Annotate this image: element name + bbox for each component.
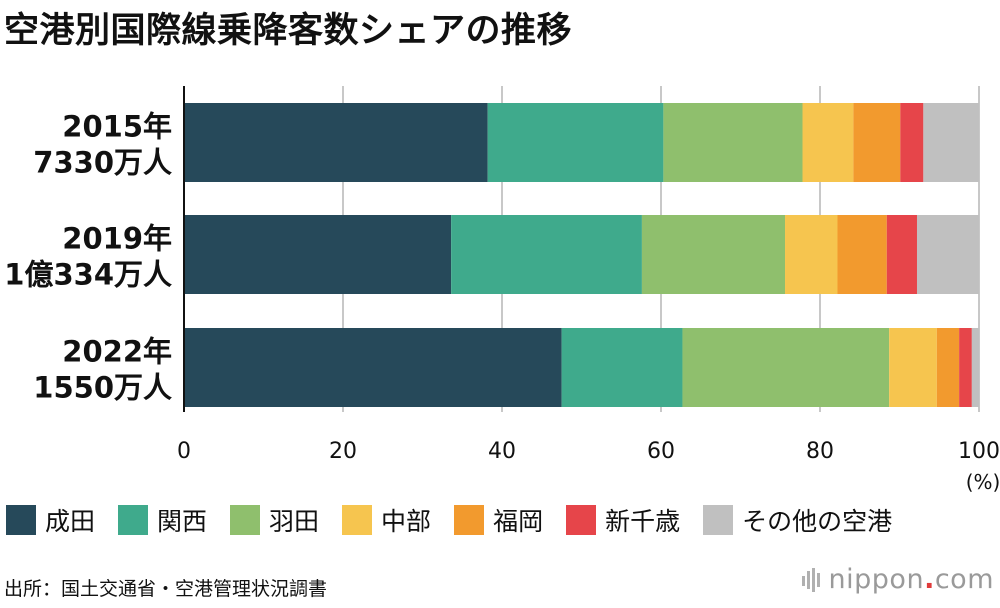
bar-2019年-中部	[785, 215, 838, 294]
bar-2022年-羽田	[682, 328, 890, 407]
bar-2015年-関西	[487, 103, 664, 182]
legend-item-関西: 関西	[118, 502, 207, 538]
bar-2015年-成田	[184, 103, 488, 182]
stacked-bar-chart: 0 20 40 60 80 100(%) 2015年7330万人2019年1億334万人2…	[4, 86, 1000, 494]
source-note: 出所：国土交通省・空港管理状況調書	[4, 578, 328, 600]
x-axis: 0 20 40 60 80 100 (%)	[177, 86, 1000, 494]
category-total-label: 7330万人	[33, 146, 172, 180]
bar-series	[184, 103, 979, 407]
legend-label: 羽田	[269, 507, 320, 536]
legend: 成田 関西 羽田 中部 福岡 新千歳 その他の空港	[6, 502, 1000, 538]
legend-label: 新千歳	[605, 507, 681, 536]
legend-swatch	[342, 505, 373, 535]
legend-swatch	[6, 505, 36, 535]
legend-swatch	[454, 505, 485, 535]
bar-2019年-成田	[184, 215, 452, 294]
legend-item-羽田: 羽田	[230, 502, 319, 538]
bar-2022年-福岡	[936, 328, 960, 407]
bar-2022年-成田	[184, 328, 562, 407]
legend-swatch	[566, 505, 597, 535]
bar-2015年-羽田	[663, 103, 803, 182]
category-year-label: 2019年	[62, 222, 172, 256]
bar-2015年-中部	[802, 103, 854, 182]
legend-label: 成田	[45, 507, 96, 536]
bar-2015年-新千歳	[900, 103, 924, 182]
legend-item-中部: 中部	[342, 502, 431, 538]
x-tick-label-80: 80	[806, 439, 834, 464]
bar-2019年-福岡	[837, 215, 887, 294]
x-tick-label-20: 20	[329, 439, 357, 464]
bar-2022年-その他の空港	[971, 328, 979, 407]
bar-2015年-福岡	[853, 103, 901, 182]
logo-mark-icon	[801, 567, 820, 592]
legend-swatch	[703, 505, 734, 535]
bar-2019年-その他の空港	[916, 215, 979, 294]
legend-label: 関西	[157, 507, 208, 536]
bar-2019年-新千歳	[886, 215, 917, 294]
x-unit-label: (%)	[966, 470, 1000, 494]
x-tick-label-0: 0	[177, 439, 191, 464]
legend-item-福岡: 福岡	[454, 502, 543, 538]
legend-label: その他の空港	[742, 507, 893, 536]
legend-item-成田: 成田	[6, 502, 95, 538]
legend-label: 中部	[381, 507, 432, 536]
x-tick-label-100: 100	[958, 439, 1000, 464]
category-year-label: 2022年	[62, 335, 172, 369]
category-total-label: 1億334万人	[4, 258, 172, 292]
bar-2019年-関西	[451, 215, 642, 294]
nippon-logo: nippon.com	[801, 564, 994, 595]
legend-label: 福岡	[493, 507, 544, 536]
logo-suffix: com	[934, 564, 994, 595]
category-year-label: 2015年	[62, 110, 172, 144]
legend-swatch	[230, 505, 261, 535]
bar-2015年-その他の空港	[923, 103, 979, 182]
legend-item-新千歳: 新千歳	[566, 502, 680, 538]
bar-2022年-新千歳	[959, 328, 972, 407]
legend-item-その他の空港: その他の空港	[703, 502, 892, 538]
logo-dot: .	[924, 564, 935, 595]
legend-swatch	[118, 505, 149, 535]
bar-2019年-羽田	[641, 215, 786, 294]
x-tick-label-60: 60	[647, 439, 675, 464]
x-tick-label-40: 40	[488, 439, 516, 464]
category-total-label: 1550万人	[33, 371, 172, 405]
bar-2022年-関西	[561, 328, 683, 407]
bar-2022年-中部	[889, 328, 937, 407]
logo-text: nippon	[828, 564, 925, 595]
chart-title: 空港別国際線乗降客数シェアの推移	[4, 11, 573, 51]
